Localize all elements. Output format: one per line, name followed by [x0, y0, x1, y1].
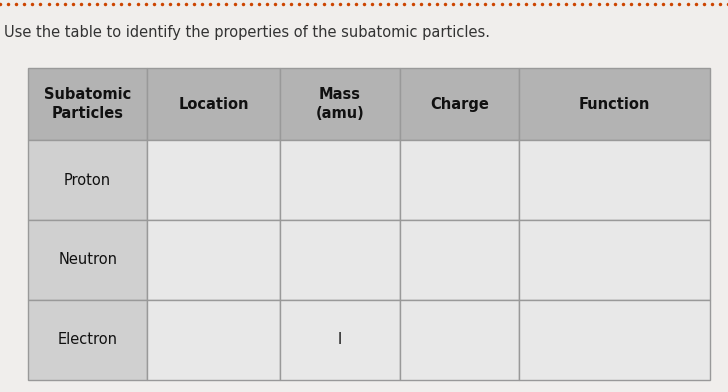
Bar	[280, 140, 400, 220]
Text: Use the table to identify the properties of the subatomic particles.: Use the table to identify the properties…	[4, 25, 490, 40]
Bar	[400, 300, 519, 380]
Bar	[400, 220, 519, 300]
Text: Proton: Proton	[64, 172, 111, 187]
Text: Location: Location	[178, 96, 249, 111]
Bar	[147, 140, 280, 220]
Text: Function: Function	[579, 96, 650, 111]
Bar	[400, 68, 519, 140]
Bar	[519, 300, 710, 380]
Text: Mass
(amu): Mass (amu)	[316, 87, 365, 121]
Bar	[28, 300, 147, 380]
Bar	[280, 220, 400, 300]
Bar	[519, 68, 710, 140]
Bar	[280, 68, 400, 140]
Bar	[147, 68, 280, 140]
Text: Subatomic
Particles: Subatomic Particles	[44, 87, 131, 121]
Bar	[28, 140, 147, 220]
Bar	[147, 300, 280, 380]
Text: I: I	[338, 332, 342, 347]
Text: Charge: Charge	[430, 96, 488, 111]
Bar	[519, 140, 710, 220]
Bar	[519, 220, 710, 300]
Bar	[28, 68, 147, 140]
Text: Neutron: Neutron	[58, 252, 117, 267]
Text: Electron: Electron	[58, 332, 118, 347]
Bar	[280, 300, 400, 380]
Bar	[147, 220, 280, 300]
Bar	[400, 140, 519, 220]
Bar	[28, 220, 147, 300]
